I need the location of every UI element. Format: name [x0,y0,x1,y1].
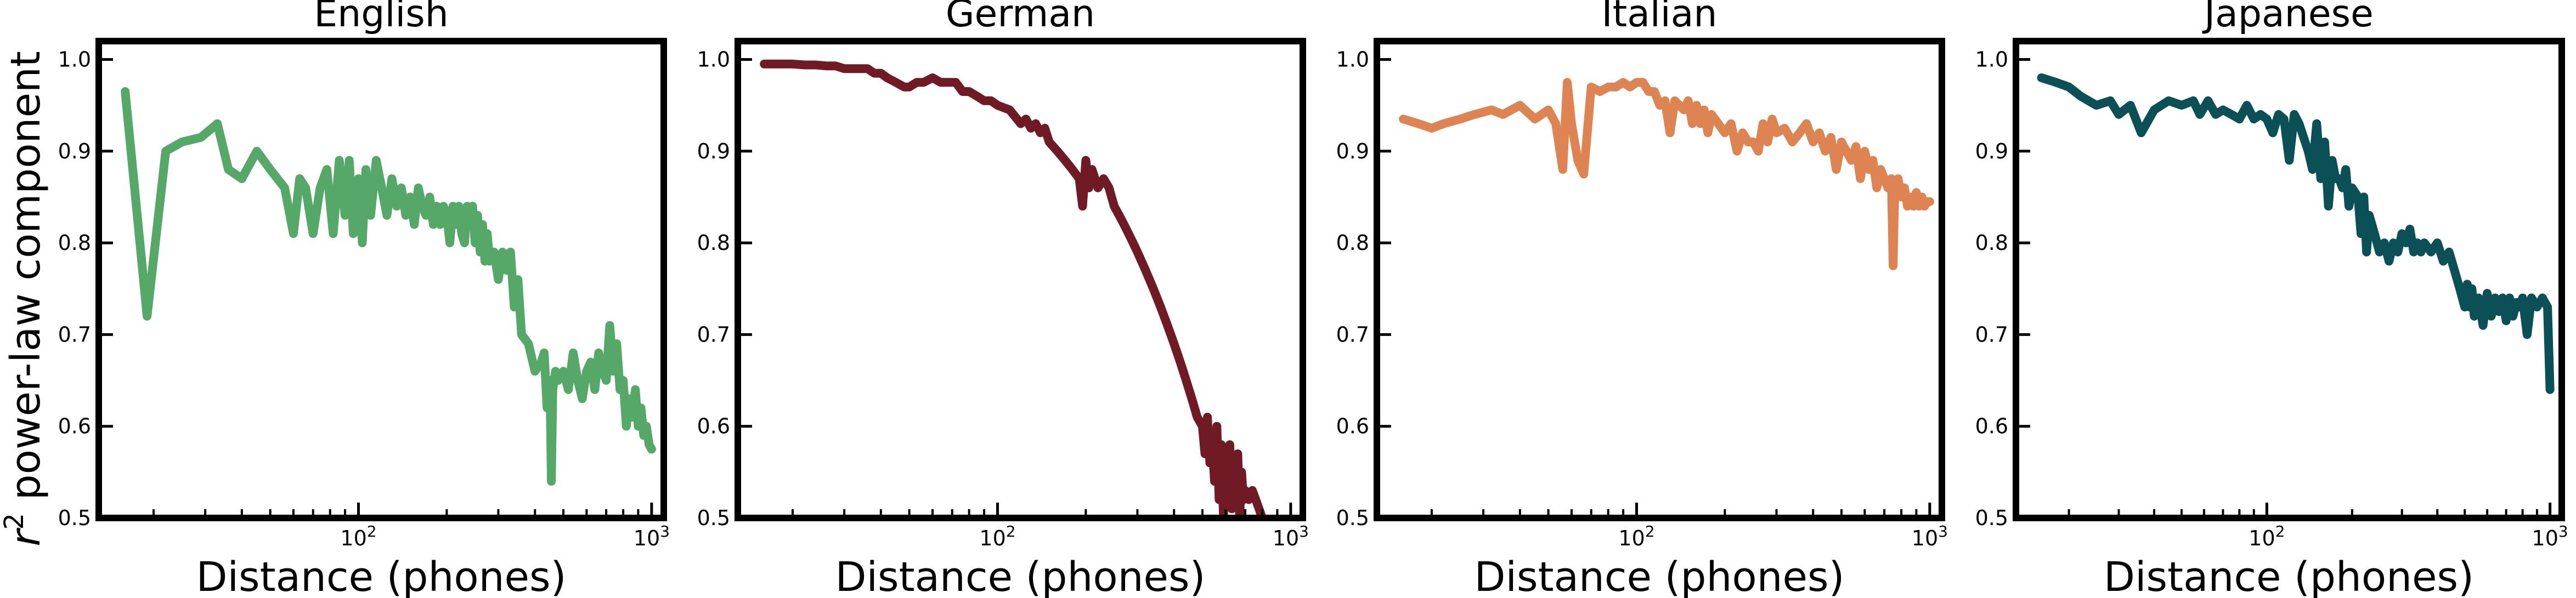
plot-frame [95,38,667,521]
panel-english: English Distance (phones) 0.5 0.6 0.7 0.8 0.… [58,0,670,598]
y-tick-label: 0.5 [1336,506,1369,530]
y-tick-label: 0.5 [697,506,730,530]
series-line [2037,73,2555,394]
x-axis-label: Distance (phones) [2104,554,2474,598]
y-tick-label: 0.9 [1336,139,1369,163]
x-tick-label: 102 [2249,522,2285,550]
y-axis-label: r2 power-law component [0,51,49,546]
x-axis-label: Distance (phones) [196,554,567,598]
x-tick-label: 102 [1618,522,1654,550]
panel-italian: Italian Distance (phones) 0.5 0.6 0.7 0.8 0.… [1336,0,1948,598]
y-tick-label: 0.5 [1975,506,2008,530]
panel-title: English [314,0,449,36]
plot-frame [2013,38,2565,521]
y-tick-label: 1.0 [697,47,730,71]
panel-japanese: Japanese Distance (phones) 0.5 0.6 0.7 0.8 0… [1975,0,2568,598]
x-axis-label: Distance (phones) [835,554,1206,598]
y-tick-label: 1.0 [58,47,91,71]
plot-frame [1374,38,1945,521]
y-tick-label: 0.7 [58,322,91,346]
y-axis-label-var: r [2,527,49,546]
y-tick-label: 0.6 [1336,414,1369,438]
y-tick-label: 0.8 [1975,231,2008,255]
y-tick-label: 1.0 [1336,47,1369,71]
y-tick-label: 0.9 [697,139,730,163]
x-tick-label: 103 [1912,522,1948,550]
y-axis-label-rest: power-law component [2,51,49,513]
x-tick-label: 103 [2532,522,2568,550]
y-tick-label: 0.6 [58,414,91,438]
y-tick-label: 0.6 [1975,414,2008,438]
panel-title: Italian [1602,0,1718,36]
y-tick-label: 0.8 [1336,231,1369,255]
series-line [760,59,1267,518]
y-tick-label: 0.7 [1336,322,1369,346]
x-axis-label: Distance (phones) [1475,554,1845,598]
series-line [121,87,656,486]
panel-title: German [946,0,1095,36]
y-tick-label: 1.0 [1975,47,2008,71]
x-tick-label: 103 [634,522,670,550]
y-tick-label: 0.8 [58,231,91,255]
y-tick-label: 0.9 [58,139,91,163]
y-tick-label: 0.8 [697,231,730,255]
x-tick-label: 102 [340,522,376,550]
y-tick-label: 0.6 [697,414,730,438]
y-tick-label: 0.7 [697,322,730,346]
x-tick-label: 102 [979,522,1015,550]
series-line [1399,78,1934,270]
panel-german: German Distance (phones) 0.5 0.6 0.7 0.8 0.9… [697,0,1309,598]
panel-title: Japanese [2202,0,2374,36]
y-tick-label: 0.5 [58,506,91,530]
y-tick-label: 0.7 [1975,322,2008,346]
y-axis-label-exp: 2 [0,513,30,530]
y-tick-label: 0.9 [1975,139,2008,163]
plot-frame [735,38,1306,521]
x-tick-label: 103 [1273,522,1309,550]
